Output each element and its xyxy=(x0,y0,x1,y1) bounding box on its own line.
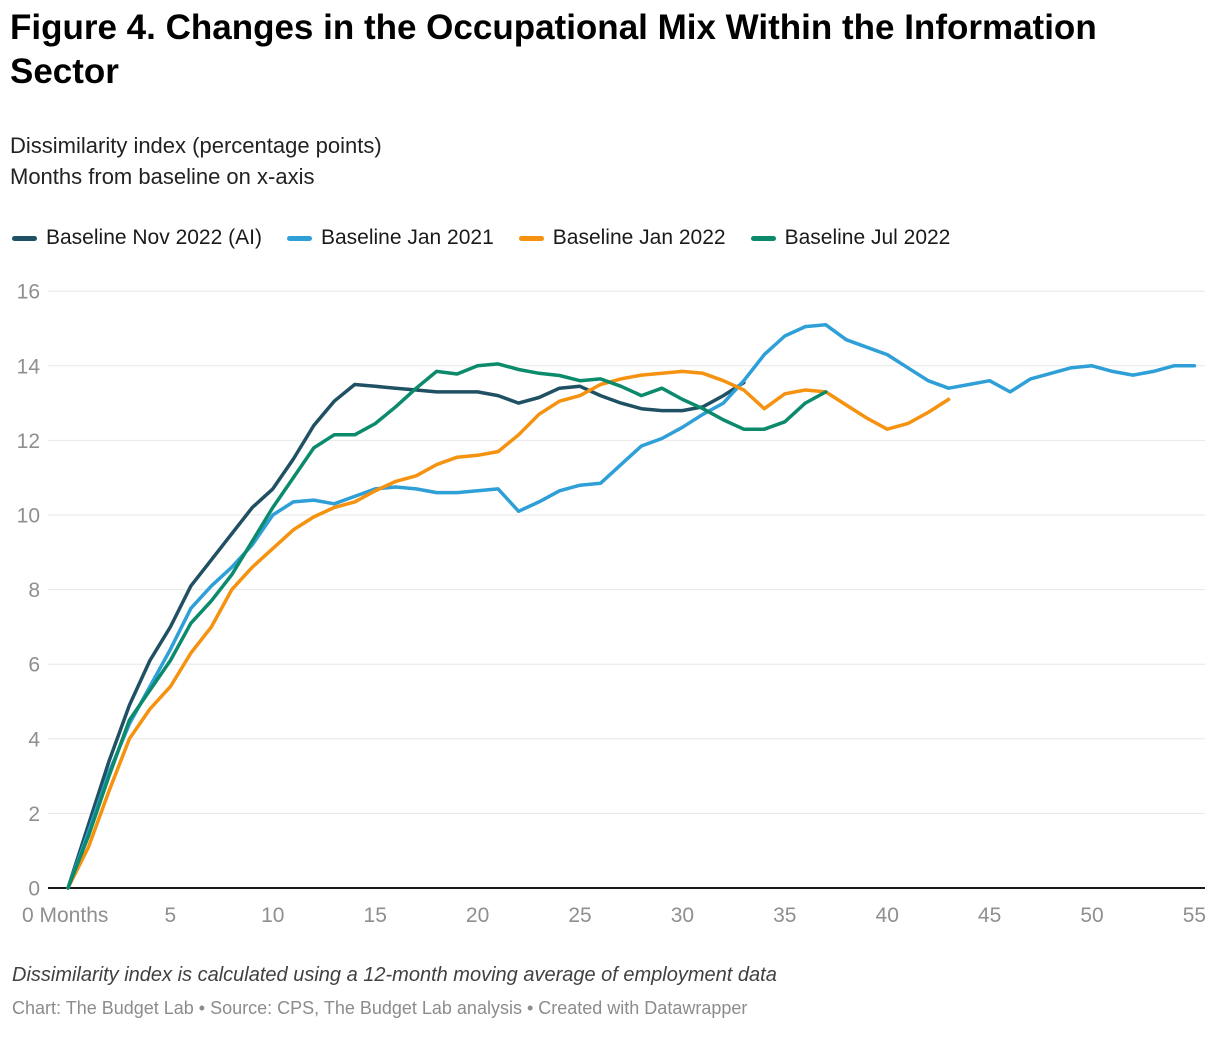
x-tick-label: 10 xyxy=(261,904,284,927)
legend-item-baseline-jan-2021[interactable]: Baseline Jan 2021 xyxy=(286,226,494,250)
credit-line: Chart: The Budget Lab • Source: CPS, The… xyxy=(12,998,748,1018)
chart-title: Figure 4. Changes in the Occupational Mi… xyxy=(10,8,1097,91)
legend-item-baseline-jan-2022[interactable]: Baseline Jan 2022 xyxy=(518,226,726,250)
x-tick-label: 40 xyxy=(876,904,899,927)
x-tick-label: 45 xyxy=(978,904,1001,927)
series-line-baseline-nov-2022-ai[interactable] xyxy=(66,380,746,890)
y-tick-label: 4 xyxy=(28,728,40,751)
legend-label: Baseline Nov 2022 (AI) xyxy=(46,226,262,249)
y-tick-label: 0 xyxy=(28,878,40,901)
subtitle-line-2: Months from baseline on x-axis xyxy=(10,164,315,189)
legend-swatch-icon xyxy=(286,235,312,241)
legend-item-baseline-nov-2022[interactable]: Baseline Nov 2022 (AI) xyxy=(12,226,262,250)
x-tick-label: 0 Months xyxy=(22,904,108,927)
x-tick-label: 25 xyxy=(568,904,591,927)
subtitle-line-1: Dissimilarity index (percentage points) xyxy=(10,133,382,158)
x-tick-label: 55 xyxy=(1183,904,1206,927)
series-line-baseline-jan-2021[interactable] xyxy=(66,323,1197,890)
legend-swatch-icon xyxy=(12,235,37,241)
legend-label: Baseline Jul 2022 xyxy=(784,226,951,249)
x-tick-label: 35 xyxy=(773,904,796,927)
footnote: Dissimilarity index is calculated using … xyxy=(12,964,777,986)
y-tick-label: 10 xyxy=(17,505,40,528)
legend-swatch-icon xyxy=(750,235,776,241)
y-tick-label: 16 xyxy=(17,281,40,304)
x-tick-label: 15 xyxy=(364,904,387,927)
legend-label: Baseline Jan 2021 xyxy=(320,226,494,249)
x-tick-label: 50 xyxy=(1080,904,1103,927)
chart-subtitle: Dissimilarity index (percentage points) … xyxy=(10,130,910,192)
series-line-baseline-jan-2022[interactable] xyxy=(66,369,951,890)
legend-label: Baseline Jan 2022 xyxy=(552,226,726,249)
y-tick-label: 2 xyxy=(28,803,40,826)
x-tick-label: 5 xyxy=(165,904,177,927)
line-chart-plot: 0 2 4 6 8 10 12 14 16 0 Months 5 10 15 20 25 30 35 40 45 50… xyxy=(17,281,1206,927)
legend: Baseline Nov 2022 (AI) Baseline Jan 2021… xyxy=(12,226,950,250)
legend-swatch-icon xyxy=(518,235,544,241)
x-tick-label: 20 xyxy=(466,904,489,927)
legend-item-baseline-jul-2022[interactable]: Baseline Jul 2022 xyxy=(750,226,951,250)
y-tick-label: 12 xyxy=(17,430,40,453)
series-line-baseline-jul-2022[interactable] xyxy=(66,362,828,890)
y-tick-label: 6 xyxy=(28,654,40,677)
x-tick-label: 30 xyxy=(671,904,694,927)
y-tick-label: 8 xyxy=(28,579,40,602)
y-tick-label: 14 xyxy=(17,355,41,378)
